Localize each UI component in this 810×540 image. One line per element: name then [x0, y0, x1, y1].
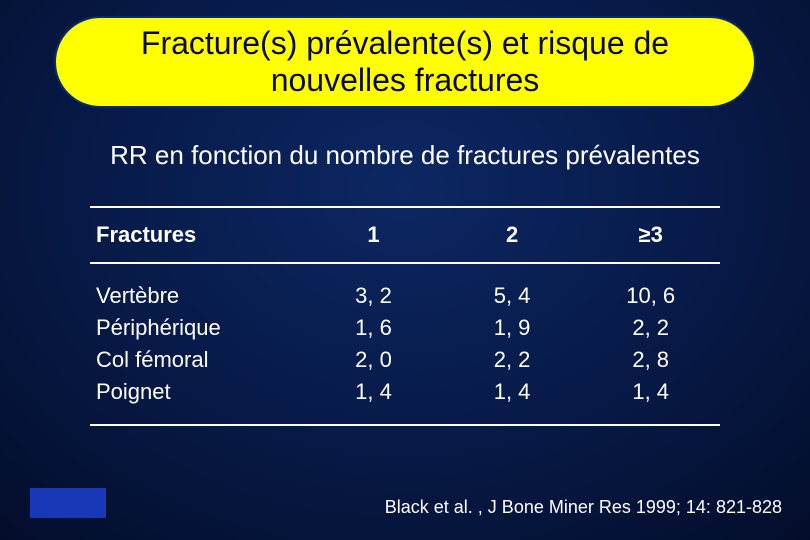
col-header-1: 1 [304, 207, 443, 263]
rr-table: Fractures 1 2 ≥3 Vertèbre 3, 2 5, 4 10, … [90, 206, 720, 426]
table-header-row: Fractures 1 2 ≥3 [90, 207, 720, 263]
cell: 1, 6 [304, 312, 443, 344]
col-header-2: 2 [443, 207, 582, 263]
slide-title: Fracture(s) prévalente(s) et risque de n… [76, 25, 734, 99]
row-label: Poignet [90, 376, 304, 425]
cell: 1, 4 [581, 376, 720, 425]
cell: 1, 9 [443, 312, 582, 344]
row-label: Périphérique [90, 312, 304, 344]
table-row: Poignet 1, 4 1, 4 1, 4 [90, 376, 720, 425]
cell: 1, 4 [443, 376, 582, 425]
cell: 5, 4 [443, 263, 582, 312]
cell: 3, 2 [304, 263, 443, 312]
row-label: Vertèbre [90, 263, 304, 312]
cell: 2, 0 [304, 344, 443, 376]
logo-placeholder [30, 488, 106, 518]
slide-subtitle: RR en fonction du nombre de fractures pr… [0, 140, 810, 171]
col-header-fractures: Fractures [90, 207, 304, 263]
cell: 2, 2 [581, 312, 720, 344]
cell: 10, 6 [581, 263, 720, 312]
table-row: Périphérique 1, 6 1, 9 2, 2 [90, 312, 720, 344]
cell: 1, 4 [304, 376, 443, 425]
cell: 2, 8 [581, 344, 720, 376]
cell: 2, 2 [443, 344, 582, 376]
table-row: Col fémoral 2, 0 2, 2 2, 8 [90, 344, 720, 376]
slide: Fracture(s) prévalente(s) et risque de n… [0, 0, 810, 540]
table-row: Vertèbre 3, 2 5, 4 10, 6 [90, 263, 720, 312]
citation: Black et al. , J Bone Miner Res 1999; 14… [385, 497, 782, 518]
title-box: Fracture(s) prévalente(s) et risque de n… [54, 16, 756, 108]
col-header-3: ≥3 [581, 207, 720, 263]
row-label: Col fémoral [90, 344, 304, 376]
